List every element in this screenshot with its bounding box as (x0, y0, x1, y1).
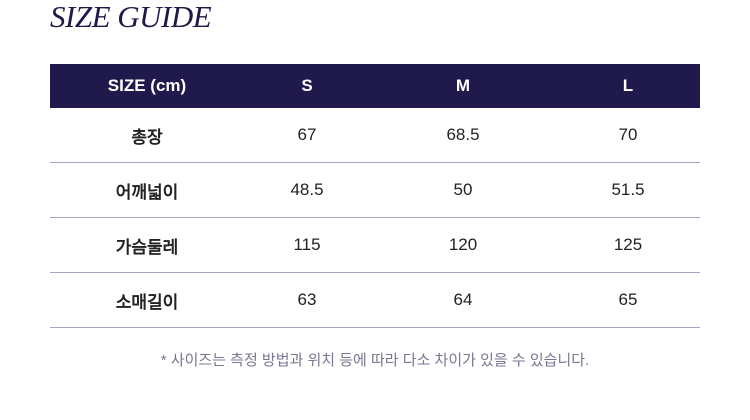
table-row: 어깨넓이 48.5 50 51.5 (50, 163, 700, 218)
row-label: 총장 (131, 127, 163, 147)
cell: 115 (293, 235, 321, 254)
cell: 64 (453, 290, 473, 309)
cell: 67 (297, 125, 317, 144)
cell: 120 (448, 235, 478, 254)
size-table: SIZE (cm) S M L 총장 67 68.5 70 어깨넓이 48.5 … (50, 64, 700, 328)
cell: 50 (453, 180, 473, 199)
header-l: L (622, 76, 634, 95)
row-label: 소매길이 (115, 292, 179, 312)
row-label: 어깨넓이 (115, 182, 179, 202)
cell: 48.5 (290, 180, 324, 199)
size-note: * 사이즈는 측정 방법과 위치 등에 따라 다소 차이가 있을 수 있습니다. (160, 352, 590, 369)
cell: 125 (613, 235, 643, 254)
row-label: 가슴둘레 (115, 237, 179, 257)
table-row: 가슴둘레 115 120 125 (50, 218, 700, 273)
header-size: SIZE (cm) (107, 76, 187, 95)
table-header: SIZE (cm) S M L (50, 64, 700, 108)
table-row: 총장 67 68.5 70 (50, 108, 700, 163)
cell: 68.5 (446, 125, 480, 144)
table-row: 소매길이 63 64 65 (50, 273, 700, 328)
header-m: M (455, 76, 471, 95)
cell: 63 (297, 290, 317, 309)
cell: 70 (618, 125, 638, 144)
cell: 51.5 (611, 180, 645, 199)
cell: 65 (618, 290, 638, 309)
page-title: SIZE GUIDE (50, 0, 212, 34)
header-s: S (301, 76, 313, 95)
